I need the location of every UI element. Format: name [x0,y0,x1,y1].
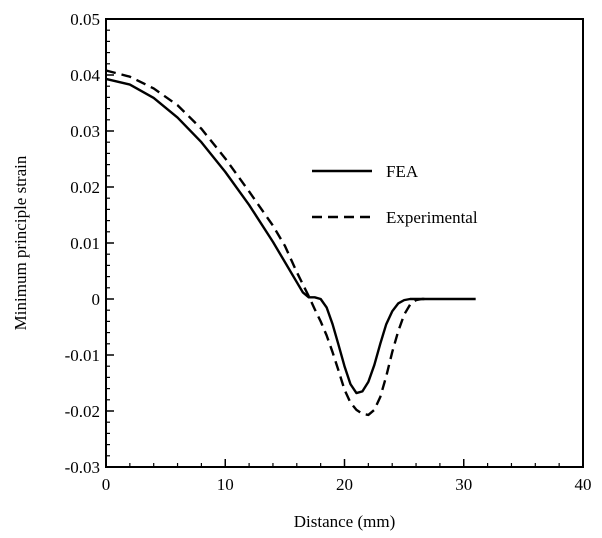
plot-frame [105,18,584,468]
legend-label: FEA [386,162,419,181]
x-axis-ticks: 0 10 20 30 40 [102,459,592,494]
y-tick-label: -0.03 [65,458,100,477]
plot-area [105,18,584,468]
y-tick-label: 0.01 [70,234,100,253]
x-tick-label: 10 [217,475,234,494]
y-tick-label: 0.04 [70,66,100,85]
x-tick-label: 0 [102,475,111,494]
y-tick-label: 0.05 [70,10,100,29]
y-tick-label: 0 [92,290,101,309]
y-tick-label: -0.01 [65,346,100,365]
y-axis-label: Minimum principle strain [11,155,30,330]
series-line-experimental [105,69,428,417]
legend-label: Experimental [386,208,478,227]
series-lines [105,69,476,417]
x-tick-label: 40 [575,475,592,494]
y-tick-label: 0.02 [70,178,100,197]
x-axis-label: Distance (mm) [294,512,396,531]
y-tick-label: 0.03 [70,122,100,141]
x-tick-label: 30 [455,475,472,494]
x-tick-label: 20 [336,475,353,494]
y-axis-ticks: 0.05 0.04 0.03 0.02 0.01 0 -0.01 -0.02 -0.03 [65,10,114,477]
series-line-fea [105,77,476,395]
y-tick-label: -0.02 [65,402,100,421]
legend: FEA Experimental [312,162,478,227]
